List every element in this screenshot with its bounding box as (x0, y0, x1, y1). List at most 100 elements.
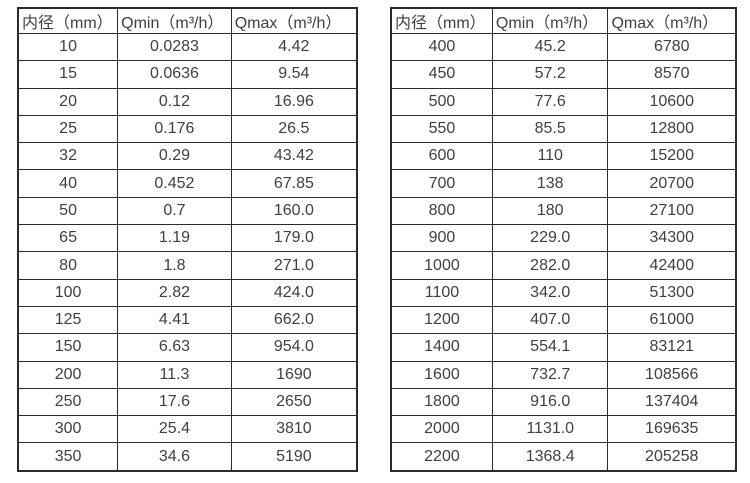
table-cell: 229.0 (491, 224, 609, 253)
table-cell: 424.0 (230, 278, 358, 307)
table-row: 450 57.2 8570 (390, 60, 737, 89)
table-cell: 9.54 (230, 60, 358, 89)
table-row: 40 0.452 67.85 (17, 169, 358, 198)
table-row: 1800 916.0 137404 (390, 387, 737, 417)
table-cell: 200 (17, 360, 119, 389)
table-cell: 4.41 (117, 305, 232, 335)
table-cell: 500 (390, 87, 493, 116)
table-cell: 2.82 (117, 278, 232, 307)
table-cell: 15 (17, 60, 119, 89)
table-cell: 83121 (607, 333, 737, 362)
table-row: 1200 407.0 61000 (390, 305, 737, 335)
table-cell: 600 (390, 142, 493, 171)
table-cell: 0.0283 (117, 32, 232, 62)
table-cell: 6780 (607, 32, 737, 62)
table-cell: 1690 (230, 360, 358, 389)
table-cell: 450 (390, 60, 493, 89)
table-cell: 916.0 (491, 387, 609, 417)
table-cell: 34300 (607, 224, 737, 253)
table-cell: 16.96 (230, 87, 358, 116)
table-row: 500 77.6 10600 (390, 87, 737, 116)
table-cell: 205258 (607, 442, 737, 472)
column-header: Qmin（m³/h） (491, 7, 609, 34)
table-row: 15 0.0636 9.54 (17, 60, 358, 89)
table-cell: 34.6 (117, 442, 232, 472)
table-cell: 80 (17, 251, 119, 280)
table-cell: 51300 (607, 278, 737, 307)
column-header: Qmin（m³/h） (117, 7, 232, 34)
table-row: 1400 554.1 83121 (390, 333, 737, 362)
table-row: 2000 1131.0 169635 (390, 415, 737, 444)
table-cell: 1000 (390, 251, 493, 280)
table-cell: 250 (17, 387, 119, 417)
table-cell: 43.42 (230, 142, 358, 171)
table-cell: 1800 (390, 387, 493, 417)
table-cell: 350 (17, 442, 119, 472)
table-row: 700 138 20700 (390, 169, 737, 198)
table-cell: 169635 (607, 415, 737, 444)
table-row: 1600 732.7 108566 (390, 360, 737, 389)
table-cell: 160.0 (230, 196, 358, 226)
table-cell: 4.42 (230, 32, 358, 62)
table-cell: 20 (17, 87, 119, 116)
table-cell: 732.7 (491, 360, 609, 389)
table-cell: 2000 (390, 415, 493, 444)
table-cell: 11.3 (117, 360, 232, 389)
table-cell: 2650 (230, 387, 358, 417)
table-cell: 0.7 (117, 196, 232, 226)
table-row: 10 0.0283 4.42 (17, 32, 358, 62)
table-cell: 1.8 (117, 251, 232, 280)
table-cell: 57.2 (491, 60, 609, 89)
table-cell: 40 (17, 169, 119, 198)
column-header: Qmax（m³/h） (607, 7, 737, 34)
table-cell: 138 (491, 169, 609, 198)
table-cell: 900 (390, 224, 493, 253)
flow-spec-table-small-diameters: 内径（mm） Qmin（m³/h） Qmax（m³/h） 10 0.0283 4.42 1… (17, 7, 358, 472)
table-cell: 0.0636 (117, 60, 232, 89)
table-cell: 1100 (390, 278, 493, 307)
table-cell: 342.0 (491, 278, 609, 307)
table-row: 1100 342.0 51300 (390, 278, 737, 307)
table-cell: 300 (17, 415, 119, 444)
table-cell: 3810 (230, 415, 358, 444)
table-cell: 42400 (607, 251, 737, 280)
table-row: 100 2.82 424.0 (17, 278, 358, 307)
table-cell: 282.0 (491, 251, 609, 280)
table-cell: 5190 (230, 442, 358, 472)
table-body: 10 0.0283 4.42 15 0.0636 9.54 20 0.12 16.96 25 0.1… (17, 32, 358, 472)
table-row: 350 34.6 5190 (17, 442, 358, 472)
table-row: 32 0.29 43.42 (17, 142, 358, 171)
table-cell: 800 (390, 196, 493, 226)
table-cell: 25.4 (117, 415, 232, 444)
table-cell: 0.29 (117, 142, 232, 171)
table-row: 800 180 27100 (390, 196, 737, 226)
table-cell: 954.0 (230, 333, 358, 362)
table-cell: 10 (17, 32, 119, 62)
table-cell: 77.6 (491, 87, 609, 116)
table-cell: 108566 (607, 360, 737, 389)
table-cell: 137404 (607, 387, 737, 417)
table-row: 200 11.3 1690 (17, 360, 358, 389)
table-cell: 6.63 (117, 333, 232, 362)
table-row: 25 0.176 26.5 (17, 114, 358, 144)
table-cell: 25 (17, 114, 119, 144)
table-cell: 400 (390, 32, 493, 62)
table-cell: 110 (491, 142, 609, 171)
table-cell: 10600 (607, 87, 737, 116)
table-row: 125 4.41 662.0 (17, 305, 358, 335)
table-row: 65 1.19 179.0 (17, 224, 358, 253)
table-row: 20 0.12 16.96 (17, 87, 358, 116)
table-cell: 61000 (607, 305, 737, 335)
table-row: 400 45.2 6780 (390, 32, 737, 62)
table-cell: 180 (491, 196, 609, 226)
table-row: 900 229.0 34300 (390, 224, 737, 253)
table-cell: 32 (17, 142, 119, 171)
table-cell: 1131.0 (491, 415, 609, 444)
table-cell: 27100 (607, 196, 737, 226)
table-cell: 150 (17, 333, 119, 362)
column-header: 内径（mm） (390, 7, 493, 34)
table-cell: 700 (390, 169, 493, 198)
table-row: 600 110 15200 (390, 142, 737, 171)
column-header: Qmax（m³/h） (230, 7, 358, 34)
